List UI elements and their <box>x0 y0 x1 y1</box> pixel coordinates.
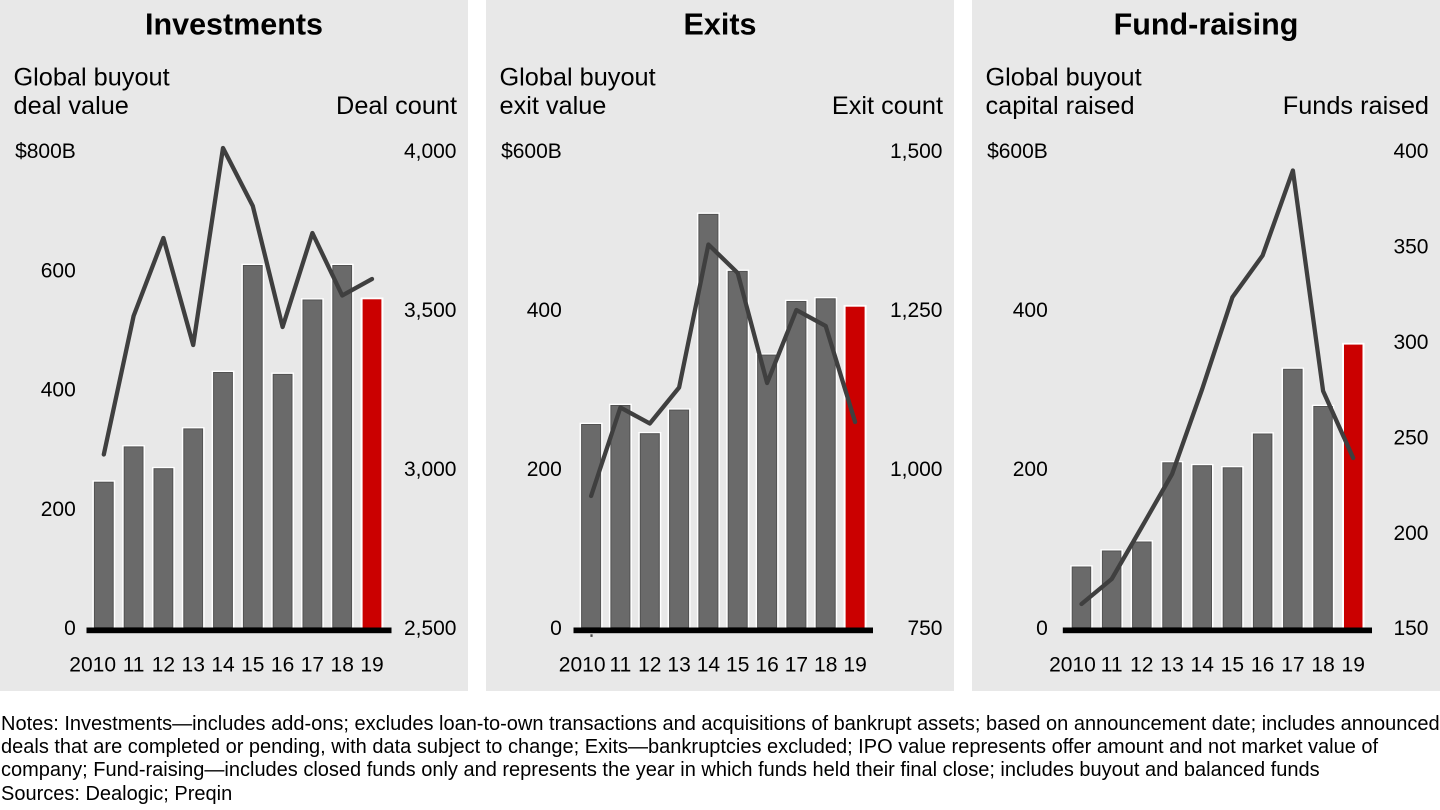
svg-text:deal value: deal value <box>14 92 129 120</box>
svg-text:15: 15 <box>1221 654 1244 677</box>
svg-text:11: 11 <box>609 654 631 677</box>
svg-text:1,000: 1,000 <box>890 458 943 481</box>
svg-text:$600B: $600B <box>987 140 1048 163</box>
svg-text:2,500: 2,500 <box>404 617 457 640</box>
svg-text:Fund-raising: Fund-raising <box>1114 8 1299 42</box>
svg-text:18: 18 <box>814 654 837 677</box>
svg-text:250: 250 <box>1393 426 1428 449</box>
svg-text:18: 18 <box>331 654 354 677</box>
svg-text:600: 600 <box>41 259 76 282</box>
svg-text:400: 400 <box>527 299 562 322</box>
svg-text:400: 400 <box>41 379 76 402</box>
svg-text:15: 15 <box>726 654 749 677</box>
svg-text:0: 0 <box>550 617 562 640</box>
svg-text:2010: 2010 <box>1049 654 1096 677</box>
svg-text:capital raised: capital raised <box>986 92 1135 120</box>
svg-text:400: 400 <box>1393 140 1428 163</box>
svg-text:15: 15 <box>241 654 264 677</box>
svg-text:17: 17 <box>1281 654 1304 677</box>
svg-text:Funds raised: Funds raised <box>1283 92 1429 120</box>
svg-text:14: 14 <box>697 654 721 677</box>
svg-text:3,500: 3,500 <box>404 299 457 322</box>
svg-text:19: 19 <box>360 654 383 677</box>
svg-text:16: 16 <box>1251 654 1274 677</box>
svg-text:0: 0 <box>1036 617 1048 640</box>
svg-text:18: 18 <box>1311 654 1334 677</box>
svg-text:Global buyout: Global buyout <box>500 64 656 92</box>
svg-text:3,000: 3,000 <box>404 458 457 481</box>
svg-text:1,500: 1,500 <box>890 140 943 163</box>
svg-text:0: 0 <box>64 617 76 640</box>
svg-text:Exits: Exits <box>684 8 757 42</box>
svg-text:Exit count: Exit count <box>832 92 943 120</box>
svg-text:200: 200 <box>1393 522 1428 545</box>
svg-text:4,000: 4,000 <box>404 140 457 163</box>
svg-text:13: 13 <box>182 654 205 677</box>
svg-text:300: 300 <box>1393 331 1428 354</box>
svg-text:16: 16 <box>755 654 778 677</box>
svg-text:Global buyout: Global buyout <box>986 64 1142 92</box>
svg-text:12: 12 <box>152 654 175 677</box>
svg-text:350: 350 <box>1393 236 1428 259</box>
svg-text:200: 200 <box>1013 458 1048 481</box>
svg-text:200: 200 <box>41 498 76 521</box>
svg-text:14: 14 <box>211 654 235 677</box>
svg-text:19: 19 <box>843 654 866 677</box>
svg-text:12: 12 <box>638 654 661 677</box>
svg-text:Investments: Investments <box>145 8 323 42</box>
svg-text:14: 14 <box>1191 654 1215 677</box>
svg-text:$600B: $600B <box>501 140 562 163</box>
svg-text:11: 11 <box>1101 654 1123 677</box>
svg-text:17: 17 <box>301 654 324 677</box>
svg-text:750: 750 <box>907 617 942 640</box>
svg-text:2010: 2010 <box>559 654 606 677</box>
svg-text:12: 12 <box>1130 654 1153 677</box>
svg-text:200: 200 <box>527 458 562 481</box>
svg-text:400: 400 <box>1013 299 1048 322</box>
svg-text:13: 13 <box>667 654 690 677</box>
svg-text:16: 16 <box>271 654 294 677</box>
svg-text:150: 150 <box>1393 617 1428 640</box>
svg-text:2010: 2010 <box>69 654 116 677</box>
svg-text:exit value: exit value <box>500 92 607 120</box>
svg-text:Deal count: Deal count <box>336 92 457 120</box>
svg-text:19: 19 <box>1342 654 1365 677</box>
svg-text:Global buyout: Global buyout <box>14 64 170 92</box>
svg-text:13: 13 <box>1160 654 1183 677</box>
svg-text:17: 17 <box>785 654 808 677</box>
svg-text:$800B: $800B <box>15 140 76 163</box>
svg-text:11: 11 <box>123 654 145 677</box>
svg-text:1,250: 1,250 <box>890 299 943 322</box>
